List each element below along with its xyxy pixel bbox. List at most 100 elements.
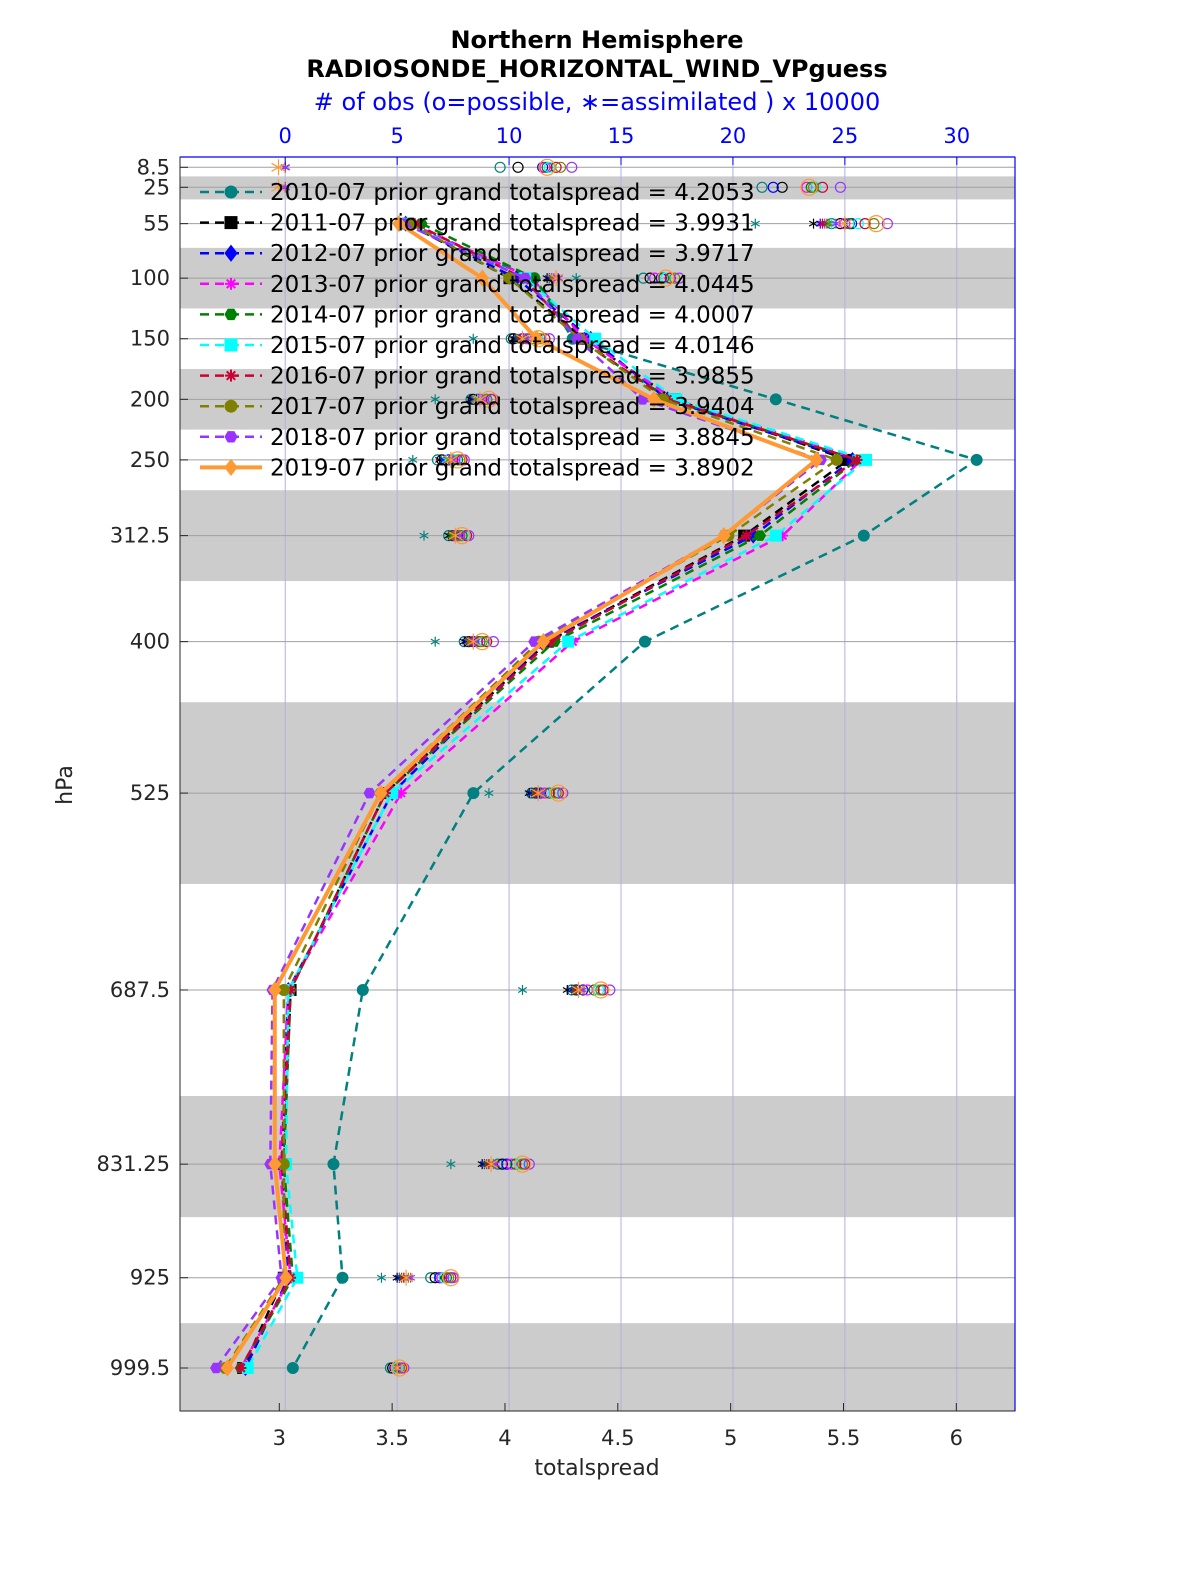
y-tick-label: 150 <box>130 327 170 351</box>
star-stroke <box>430 396 440 403</box>
series-point <box>857 529 870 542</box>
legend-marker <box>224 458 238 477</box>
legend-marker <box>224 216 238 230</box>
obs-assimilated-marker <box>472 391 488 408</box>
star-stroke <box>408 456 418 463</box>
obs-assimilated-marker <box>403 1272 413 1283</box>
star-stroke <box>535 790 546 797</box>
y-tick-label: 312.5 <box>110 524 170 548</box>
x-tick-label: 3 <box>273 1426 286 1450</box>
series-point <box>392 215 406 233</box>
star-stroke <box>472 394 488 404</box>
star-stroke <box>398 1273 414 1283</box>
top-axis-label: # of obs (o=possible, ∗=assimilated ) x … <box>314 88 880 116</box>
series-point <box>336 1271 349 1284</box>
star-stroke <box>389 1363 405 1373</box>
x-axis-label: totalspread <box>534 1456 659 1481</box>
y-tick-label: 55 <box>143 212 170 236</box>
series-point <box>235 1362 247 1374</box>
obs-possible-marker <box>881 218 893 230</box>
series-point <box>363 787 376 799</box>
obs-assimilated-marker <box>468 333 478 344</box>
obs-assimilated-marker <box>522 333 532 344</box>
star-stroke <box>822 220 832 227</box>
series-point <box>717 527 731 545</box>
obs-possible-marker <box>487 636 500 648</box>
obs-possible-marker <box>557 787 569 799</box>
shaded-level-band <box>180 1323 1015 1411</box>
y-tick-label: 25 <box>143 175 170 199</box>
obs-possible-marker <box>513 1155 532 1173</box>
obs-assimilated-marker <box>446 530 456 541</box>
obs-assimilated-marker <box>520 333 530 344</box>
obs-assimilated-marker <box>750 218 760 229</box>
obs-assimilated-marker <box>488 1159 499 1170</box>
legend-marker <box>225 369 237 382</box>
obs-possible-marker <box>481 636 493 648</box>
legend-marker <box>224 338 238 352</box>
top-tick-label: 30 <box>943 124 970 148</box>
star-stroke <box>852 455 862 465</box>
chart-subtitle: RADIOSONDE_HORIZONTAL_WIND_VPguess <box>306 55 887 83</box>
obs-assimilated-marker <box>473 394 483 405</box>
legend-entry: 2012-07 prior grand totalspread = 3.9717 <box>270 241 755 267</box>
chart-title: Northern Hemisphere <box>450 26 743 54</box>
obs-possible-marker <box>429 1272 441 1284</box>
series-line <box>246 222 869 1369</box>
obs-assimilated-marker <box>578 984 588 995</box>
star-stroke <box>226 370 236 381</box>
series-line <box>291 222 980 1369</box>
y-tick-label: 200 <box>130 387 170 411</box>
obs-assimilated-marker <box>822 218 832 229</box>
obs-possible-marker <box>442 1269 460 1287</box>
obs-possible-marker <box>660 272 672 284</box>
obs-possible-marker <box>431 454 444 466</box>
obs-possible-marker <box>859 218 871 230</box>
obs-possible-marker <box>637 272 649 284</box>
obs-assimilated-marker <box>443 451 459 468</box>
legend-marker <box>225 277 237 290</box>
obs-assimilated-marker <box>549 273 559 284</box>
legend-entry: 2018-07 prior grand totalspread = 3.8845 <box>270 425 755 451</box>
obs-assimilated-marker <box>491 1159 501 1170</box>
obs-assimilated-marker <box>446 1159 456 1170</box>
star-stroke <box>548 273 564 283</box>
obs-possible-marker <box>756 181 768 193</box>
obs-possible-marker <box>505 1158 517 1170</box>
series-point <box>327 1158 340 1171</box>
obs-assimilated-marker <box>419 530 429 541</box>
star-stroke <box>549 275 559 282</box>
series-point <box>467 787 480 800</box>
legend-marker <box>224 308 238 321</box>
series-point <box>286 1361 299 1374</box>
obs-assimilated-marker <box>483 1156 499 1173</box>
star-stroke <box>446 1161 456 1168</box>
obs-assimilated-marker <box>530 785 546 802</box>
series-point <box>536 633 550 651</box>
star-stroke <box>826 220 837 227</box>
obs-assimilated-marker <box>470 636 481 647</box>
legend-marker <box>224 431 238 443</box>
star-stroke <box>448 456 458 463</box>
star-stroke <box>571 275 581 282</box>
star-stroke <box>515 334 530 344</box>
legend-marker <box>224 399 238 413</box>
star-stroke <box>571 985 586 995</box>
star-stroke <box>455 532 465 539</box>
obs-possible-marker <box>767 181 779 193</box>
obs-possible-marker <box>566 161 578 173</box>
star-stroke <box>403 1274 413 1281</box>
series-point <box>562 635 575 648</box>
obs-assimilated-marker <box>466 633 481 650</box>
obs-assimilated-marker <box>448 527 463 544</box>
obs-assimilated-marker <box>271 179 286 196</box>
obs-possible-marker <box>592 981 610 999</box>
obs-possible-marker <box>543 787 555 799</box>
obs-possible-marker <box>443 1272 455 1284</box>
star-stroke <box>750 220 760 227</box>
legend-entry: 2015-07 prior grand totalspread = 4.0146 <box>270 333 755 359</box>
obs-possible-marker <box>807 181 820 193</box>
obs-possible-marker <box>476 636 488 648</box>
obs-possible-marker <box>512 161 524 173</box>
obs-possible-marker <box>852 218 864 230</box>
